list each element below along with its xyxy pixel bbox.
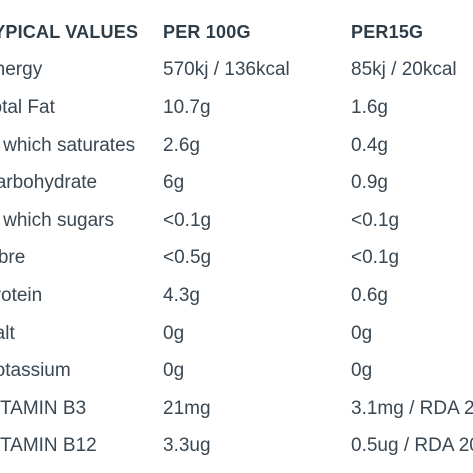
per-15g-value: 0.5ug / RDA 20% <box>351 435 473 457</box>
table-row: VITAMIN B3 21mg 3.1mg / RDA 20% <box>0 390 473 428</box>
per-100g-value: 4.3g <box>163 284 200 306</box>
nutrient-label: Total Fat <box>0 96 55 118</box>
table-row: Carbohydrate 6g 0.9g <box>0 164 473 202</box>
nutrient-label: Carbohydrate <box>0 172 98 194</box>
per-15g-value: 1.6g <box>351 96 388 118</box>
per-100g-value: 3.3ug <box>163 435 211 457</box>
table-row: Energy 570kj / 136kcal 85kj / 20kcal <box>0 52 473 90</box>
nutrient-label: Energy <box>0 59 43 81</box>
per-15g-value: 0g <box>351 360 373 382</box>
per-15g-value: <0.1g <box>351 209 400 231</box>
nutrient-label: of which saturates <box>0 134 136 156</box>
table-row: Protein 4.3g 0.6g <box>0 277 473 315</box>
nutrient-label: Potassium <box>0 360 71 382</box>
nutrition-table: TYPICAL VALUES PER 100G PER15G Energy 57… <box>0 14 473 465</box>
per-100g-value: 6g <box>163 172 185 194</box>
per-100g-value: 2.6g <box>163 134 200 156</box>
table-row: Fibre <0.5g <0.1g <box>0 240 473 278</box>
per-15g-value: 0.6g <box>351 284 388 306</box>
nutrient-label: VITAMIN B3 <box>0 397 87 419</box>
table-row: Potassium 0g 0g <box>0 352 473 390</box>
nutrient-label: of which sugars <box>0 209 115 231</box>
per-100g-value: 0g <box>163 360 185 382</box>
table-row: of which saturates 2.6g 0.4g <box>0 127 473 165</box>
per-100g-value: 0g <box>163 322 185 344</box>
per-15g-value: 0.4g <box>351 134 388 156</box>
per-100g-value: <0.1g <box>163 209 212 231</box>
table-row: of which sugars <0.1g <0.1g <box>0 202 473 240</box>
per-100g-value: <0.5g <box>163 247 212 269</box>
header-per-100g: PER 100G <box>163 22 251 43</box>
table-header-row: TYPICAL VALUES PER 100G PER15G <box>0 14 473 52</box>
nutrient-label: Salt <box>0 322 15 344</box>
table-row: Salt 0g 0g <box>0 315 473 353</box>
per-15g-value: 3.1mg / RDA 20% <box>351 397 473 419</box>
per-15g-value: 0g <box>351 322 373 344</box>
per-15g-value: <0.1g <box>351 247 400 269</box>
nutrient-label: Protein <box>0 284 43 306</box>
per-100g-value: 570kj / 136kcal <box>163 59 290 81</box>
per-100g-value: 10.7g <box>163 96 211 118</box>
header-typical-values: TYPICAL VALUES <box>0 22 139 43</box>
per-15g-value: 85kj / 20kcal <box>351 59 457 81</box>
table-row: Total Fat 10.7g 1.6g <box>0 89 473 127</box>
per-100g-value: 21mg <box>163 397 211 419</box>
nutrient-label: Fibre <box>0 247 26 269</box>
table-row: VITAMIN B12 3.3ug 0.5ug / RDA 20% <box>0 428 473 466</box>
nutrient-label: VITAMIN B12 <box>0 435 97 457</box>
per-15g-value: 0.9g <box>351 172 388 194</box>
header-per-15g: PER15G <box>351 22 424 43</box>
